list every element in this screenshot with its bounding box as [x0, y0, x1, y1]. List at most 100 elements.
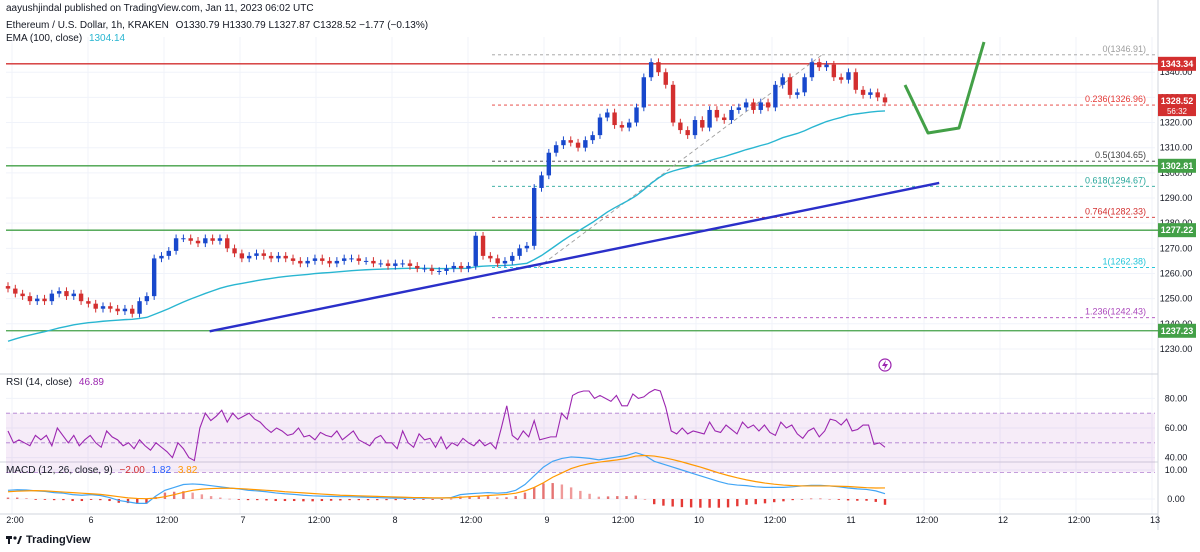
macd-histogram-bar — [846, 499, 850, 501]
macd-histogram-bar — [773, 499, 776, 503]
footer: TradingView — [6, 534, 91, 546]
candle-body — [151, 258, 157, 297]
price-tick-label: 1340.00 — [1160, 67, 1193, 77]
macd-histogram-bar — [246, 499, 250, 501]
macd-histogram-bar — [237, 499, 240, 500]
candle-body — [100, 306, 106, 309]
macd-legend-label[interactable]: MACD (12, 26, close, 9) — [6, 465, 113, 476]
symbol-title[interactable]: Ethereum / U.S. Dollar, 1h, KRAKEN — [6, 20, 169, 31]
macd-histogram-bar — [763, 499, 767, 504]
candle-body — [86, 301, 91, 304]
candle-body — [524, 245, 530, 249]
candle-body — [320, 258, 325, 261]
macd-histogram-bar — [163, 492, 167, 499]
candle-body — [685, 130, 690, 136]
candle-body — [656, 62, 661, 73]
candle-body — [305, 260, 310, 264]
fib-level-label: 0.5(1304.65) — [1095, 150, 1146, 160]
candle-body — [619, 125, 625, 128]
macd-histogram-bar — [283, 499, 287, 502]
macd-histogram-bar — [496, 497, 499, 499]
macd-histogram-bar — [357, 499, 360, 501]
macd-histogram-bar — [800, 499, 804, 500]
candle-body — [553, 145, 559, 153]
candle-body — [108, 306, 113, 309]
macd-histogram-bar — [782, 499, 785, 502]
macd-histogram-bar — [606, 496, 610, 499]
time-tick-label: 13 — [1150, 515, 1160, 525]
ema-legend: EMA (100, close) 1304.14 — [6, 33, 129, 44]
macd-legend: MACD (12, 26, close, 9) −2.00 1.82 3.82 — [6, 465, 201, 476]
time-tick-label: 6 — [88, 515, 93, 525]
ohlc-values: O1330.79 H1330.79 L1327.87 C1328.52 −1.7… — [175, 20, 429, 31]
macd-histogram-bar — [385, 499, 388, 501]
candle-body — [122, 308, 128, 312]
price-label-box — [1158, 56, 1196, 71]
price-tick-label: 1300.00 — [1160, 168, 1193, 178]
time-tick-label: 12 — [998, 515, 1008, 525]
candle-body — [678, 122, 683, 131]
trendline-group — [209, 181, 940, 333]
candle-body — [93, 303, 98, 309]
macd-histogram-bar — [302, 499, 305, 502]
candle-body — [254, 253, 259, 256]
macd-histogram-bar — [52, 499, 56, 501]
macd-histogram-bar — [736, 499, 739, 507]
candle-body — [363, 260, 369, 262]
candle-body — [276, 255, 281, 259]
candle-body — [78, 293, 84, 302]
candle-body — [743, 102, 749, 108]
macd-histogram-bar — [228, 498, 231, 500]
candle-body — [568, 140, 573, 143]
candle-body — [71, 293, 76, 297]
macd-histogram-bar — [653, 499, 656, 505]
macd-histogram-bar — [126, 499, 130, 504]
macd-histogram-bar — [108, 499, 111, 502]
tradingview-brand[interactable]: TradingView — [26, 534, 91, 546]
time-axis[interactable]: 2:00 6 12:00 7 12:00 8 12:00 9 12:00 10 12:00 11 12:… — [6, 515, 1160, 525]
pane-separators — [0, 0, 1159, 530]
candle-body — [283, 255, 288, 259]
rsi-legend: RSI (14, close) 46.89 — [6, 377, 108, 388]
macd-histogram-bar — [616, 496, 619, 499]
macd-histogram-bar — [62, 499, 65, 501]
price-label-text: 1328.52 — [1161, 96, 1194, 106]
candle-body — [583, 140, 588, 148]
macd-histogram-bar — [837, 499, 841, 500]
candle-body — [298, 260, 303, 264]
macd-histogram-bar — [182, 491, 185, 499]
candle-body — [860, 89, 866, 95]
rsi-legend-label[interactable]: RSI (14, close) — [6, 377, 73, 388]
macd-histogram-bar — [71, 499, 74, 502]
forecast-arrow — [903, 41, 986, 135]
candle-body — [436, 270, 442, 272]
time-tick-label: 12:00 — [764, 515, 787, 525]
lightning-icon[interactable] — [878, 358, 892, 372]
candle-body — [546, 152, 552, 176]
ema-legend-label[interactable]: EMA (100, close) — [6, 33, 83, 44]
candle-body — [356, 258, 361, 261]
macd-histogram-bar — [680, 499, 684, 508]
macd-tick-label: 10.00 — [1165, 465, 1188, 475]
candle-body — [809, 62, 815, 78]
candle-body — [561, 140, 566, 146]
candle-body — [42, 298, 47, 302]
macd-histogram-bar — [717, 499, 721, 508]
macd-histogram-bar — [191, 492, 194, 499]
candle-body — [225, 238, 230, 249]
candle-body — [137, 301, 142, 314]
fib-level-label: 0(1346.91) — [1102, 44, 1146, 54]
candle-body — [692, 120, 698, 136]
macd-histogram-bar — [376, 499, 379, 501]
price-axis[interactable]: 1230.001240.001250.001260.001270.001280.… — [1158, 56, 1196, 504]
macd-histogram-bar — [634, 495, 637, 499]
candle-body — [429, 268, 435, 271]
macd-histogram-bar — [699, 499, 702, 508]
rsi-tick-label: 80.00 — [1165, 393, 1188, 403]
macd-histogram-bar — [542, 483, 545, 499]
time-tick-label: 8 — [392, 515, 397, 525]
chart-grid — [6, 37, 1155, 514]
price-label-box — [1158, 158, 1196, 173]
price-label-box — [1158, 223, 1196, 238]
